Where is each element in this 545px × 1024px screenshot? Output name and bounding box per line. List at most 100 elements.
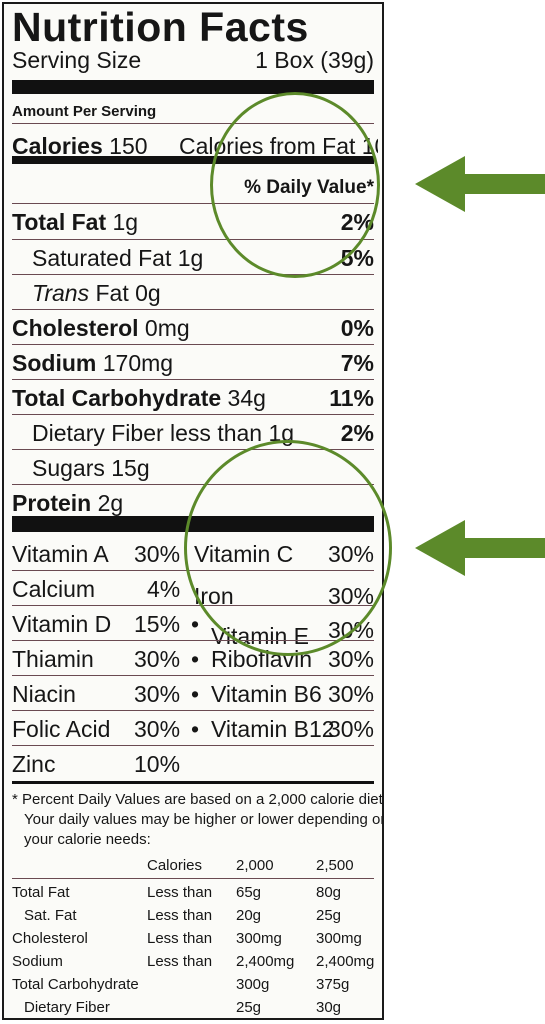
- vitamin-right-name: Vitamin B12: [211, 716, 335, 742]
- vitamin-left-pct: 10%: [134, 751, 181, 777]
- rule: [12, 274, 374, 275]
- rule: [12, 710, 374, 711]
- vitamin-left-pct: 4%: [147, 576, 181, 602]
- nutrient-name: Sugars: [32, 455, 105, 481]
- vitamin-left-name: Thiamin: [12, 646, 94, 672]
- rule: [12, 878, 374, 879]
- dv-table-header: Calories: [147, 857, 203, 874]
- rule-footnote: [12, 781, 374, 784]
- amount-per-serving: Amount Per Serving: [12, 103, 157, 120]
- nutrient-row-sodium: Sodium 170mg: [12, 349, 173, 377]
- nutrient-amount: 170mg: [102, 350, 174, 376]
- dv-table-nutrient: Sodium: [12, 953, 63, 970]
- arrow-left-icon: [415, 520, 545, 576]
- footnote-line-1: * Percent Daily Values are based on a 2,…: [12, 791, 384, 808]
- dv-table-cell: 300mg: [236, 930, 282, 947]
- highlight-circle-vitamins: [184, 440, 392, 656]
- rule: [12, 484, 374, 485]
- vitamin-right-pct: 30%: [327, 681, 374, 707]
- nutrient-dv: 2%: [340, 420, 374, 446]
- dv-table-cell: Less than: [147, 930, 213, 947]
- dv-table-cell: 25g: [316, 907, 342, 924]
- rule: [12, 123, 374, 124]
- rule: [12, 449, 374, 450]
- rule: [12, 640, 374, 641]
- dv-table-cell: Less than: [147, 953, 213, 970]
- serving-size-label: Serving Size: [12, 47, 142, 73]
- label-title: Nutrition Facts: [12, 4, 309, 50]
- vitamin-left-name: Vitamin D: [12, 611, 112, 637]
- dv-table-nutrient: Cholesterol: [12, 930, 88, 947]
- rule: [12, 379, 374, 380]
- nutrient-name: Total Carbohydrate: [12, 385, 222, 411]
- dv-table-cell: 80g: [316, 884, 342, 901]
- bullet: •: [191, 646, 200, 672]
- bullet: •: [191, 681, 200, 707]
- rule: [12, 203, 374, 204]
- rule: [12, 309, 374, 310]
- vitamin-right-pct: 30%: [327, 716, 374, 742]
- nutrient-dv: 0%: [340, 315, 374, 341]
- rule: [12, 239, 374, 240]
- nutrient-row-trans-fat: Trans Fat 0g: [32, 279, 161, 307]
- nutrient-name: Saturated Fat: [32, 245, 172, 271]
- highlight-circle-daily-value: [210, 92, 380, 278]
- nutrient-row-dietary-fiber: Dietary Fiber less than 1g: [32, 419, 294, 447]
- vitamin-left-pct: 30%: [134, 646, 181, 672]
- nutrient-row-total-fat: Total Fat 1g: [12, 208, 138, 236]
- calories-value: 150: [109, 133, 148, 159]
- rule: [12, 675, 374, 676]
- nutrient-name: Sodium: [12, 350, 97, 376]
- vitamin-right-name: Vitamin B6: [211, 681, 322, 707]
- dv-table-cell: 375g: [316, 976, 350, 993]
- nutrient-name: Protein: [12, 490, 92, 516]
- nutrient-dv: 7%: [340, 350, 374, 376]
- dv-table-nutrient: Sat. Fat: [24, 907, 77, 924]
- medium-rule: [12, 156, 374, 164]
- vitamin-right-pct: 30%: [327, 646, 374, 672]
- nutrient-amount: 0mg: [144, 315, 190, 341]
- arrow-left-icon: [415, 156, 545, 212]
- dv-table-cell: 25g: [236, 999, 262, 1016]
- nutrient-amount: 2g: [97, 490, 124, 516]
- nutrient-row-total-carbohydrate: Total Carbohydrate 34g: [12, 384, 266, 412]
- nutrient-amount: 34g: [227, 385, 266, 411]
- dv-table-nutrient: Dietary Fiber: [24, 999, 110, 1016]
- dv-table-header: 2,500: [316, 857, 354, 874]
- vitamin-left-name: Zinc: [12, 751, 56, 777]
- dv-table-cell: 300g: [236, 976, 270, 993]
- vitamin-left-pct: 30%: [134, 541, 181, 567]
- nutrient-row-sugars: Sugars 15g: [32, 454, 150, 482]
- nutrient-amount: 15g: [111, 455, 150, 481]
- nutrient-name: Total Fat: [12, 209, 107, 235]
- dv-table-cell: 2,400mg: [316, 953, 375, 970]
- footnote-line-2: Your daily values may be higher or lower…: [24, 811, 384, 828]
- calories-row: Calories 150: [12, 132, 148, 160]
- thick-rule-top: [12, 80, 374, 94]
- nutrient-row-saturated-fat: Saturated Fat 1g: [32, 244, 203, 272]
- footnote-line-3: your calorie needs:: [24, 831, 151, 848]
- rule: [12, 745, 374, 746]
- rule: [12, 344, 374, 345]
- dv-table-nutrient: Total Fat: [12, 884, 70, 901]
- nutrient-row-cholesterol: Cholesterol 0mg: [12, 314, 190, 342]
- vitamin-left-name: Calcium: [12, 576, 96, 602]
- rule: [12, 605, 374, 606]
- vitamin-left-pct: 30%: [134, 716, 181, 742]
- nutrient-name: Dietary Fiber less than: [32, 420, 263, 446]
- dv-table-cell: 65g: [236, 884, 262, 901]
- vitamin-left-pct: 30%: [134, 681, 181, 707]
- vitamin-left-name: Niacin: [12, 681, 76, 707]
- calories-label: Calories: [12, 133, 103, 159]
- nutrient-amount: 1g: [112, 209, 139, 235]
- nutrient-name: Cholesterol: [12, 315, 139, 341]
- dv-table-cell: Less than: [147, 884, 213, 901]
- vitamin-left-name: Folic Acid: [12, 716, 111, 742]
- dv-table-cell: Less than: [147, 907, 213, 924]
- vitamin-left-name: Vitamin A: [12, 541, 109, 567]
- dv-table-nutrient: Total Carbohydrate: [12, 976, 139, 993]
- dv-table-cell: 30g: [316, 999, 342, 1016]
- bullet: •: [191, 611, 200, 637]
- nutrient-row-protein: Protein 2g: [12, 489, 123, 517]
- nutrient-dv: 11%: [329, 385, 374, 411]
